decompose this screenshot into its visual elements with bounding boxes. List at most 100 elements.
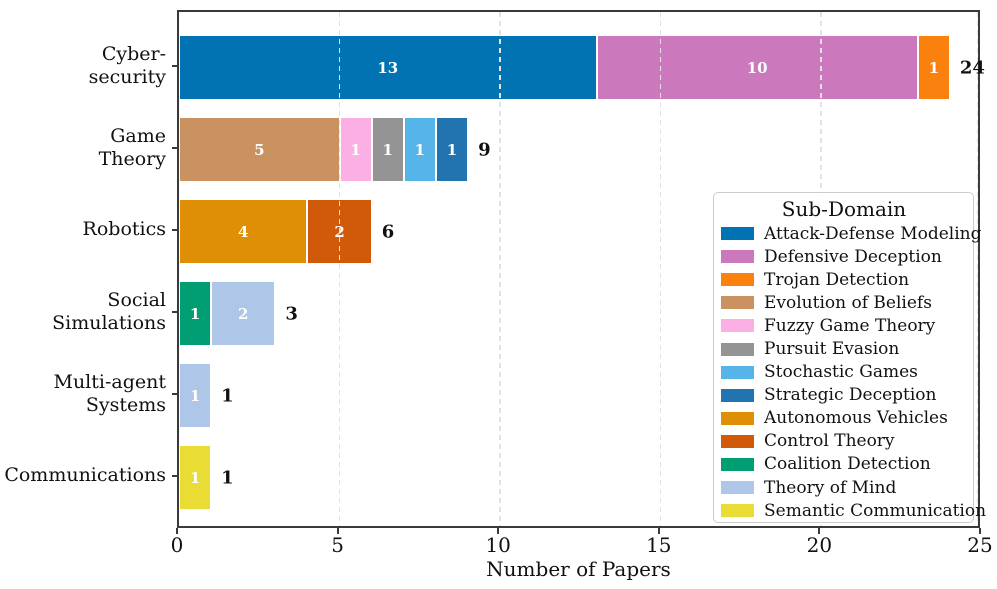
y-axis-tick — [172, 474, 177, 477]
bar-segment: 13 — [179, 35, 597, 100]
legend-item: Trojan Detection — [721, 268, 967, 291]
bar-row: 13 10 1 — [179, 35, 950, 100]
x-tick-label: 0 — [170, 533, 184, 557]
segment-value-label: 1 — [189, 304, 201, 323]
legend-item-label: Theory of Mind — [764, 477, 897, 498]
segment-value-label: 1 — [928, 58, 939, 77]
bar-row: 1 — [179, 363, 212, 428]
legend-item-label: Coalition Detection — [764, 454, 931, 475]
segment-value-label: 5 — [254, 140, 265, 159]
legend-swatch — [721, 342, 754, 356]
bar-segment: 1 — [179, 445, 212, 510]
bar-total-label: 1 — [221, 467, 234, 488]
x-tick-label: 20 — [806, 533, 833, 557]
x-axis-tick — [979, 528, 981, 534]
legend-item: Stochastic Games — [721, 361, 967, 384]
segment-value-label: 13 — [377, 58, 399, 77]
legend-item: Strategic Deception — [721, 384, 967, 407]
legend-item-label: Pursuit Evasion — [764, 339, 900, 360]
segment-value-label: 1 — [189, 386, 201, 405]
legend-swatch — [721, 481, 754, 495]
segment-value-label: 1 — [446, 140, 458, 159]
legend: Sub-Domain Attack-Defense Modeling Defens… — [713, 192, 986, 523]
segment-value-label: 1 — [350, 140, 361, 159]
legend-item-label: Strategic Deception — [764, 385, 937, 406]
legend-item-label: Evolution of Beliefs — [764, 292, 932, 313]
gridline — [976, 12, 978, 526]
legend-swatch — [721, 504, 754, 518]
gridline — [338, 12, 341, 526]
legend-item-label: Stochastic Games — [764, 362, 918, 383]
x-tick-label: 5 — [331, 533, 344, 557]
legend-swatch — [721, 457, 754, 471]
legend-item-label: Fuzzy Game Theory — [764, 315, 936, 336]
bar-segment: 2 — [211, 281, 276, 346]
legend-item: Pursuit Evasion — [721, 337, 967, 360]
y-category-label: Robotics — [82, 218, 166, 240]
legend-swatch — [721, 250, 754, 264]
legend-item-label: Autonomous Vehicles — [764, 408, 948, 429]
y-axis-tick — [172, 228, 177, 231]
legend-title: Sub-Domain — [781, 197, 907, 221]
bar-total-label: 1 — [221, 385, 234, 406]
legend-swatch — [721, 296, 754, 310]
legend-item: Control Theory — [721, 430, 967, 453]
bar-segment: 1 — [339, 117, 372, 182]
segment-value-label: 1 — [382, 140, 393, 159]
legend-swatch — [721, 227, 754, 241]
x-axis-tick — [176, 528, 178, 534]
legend-item: Defensive Deception — [721, 245, 967, 268]
legend-item: Attack-Defense Modeling — [721, 222, 982, 245]
y-category-label: Cyber-security — [88, 42, 166, 88]
segment-value-label: 10 — [746, 58, 768, 77]
y-axis-tick — [172, 392, 177, 395]
bar-segment: 1 — [403, 117, 436, 182]
legend-item-label: Trojan Detection — [764, 269, 910, 290]
x-tick-label: 10 — [485, 533, 511, 557]
x-axis-tick — [336, 528, 339, 534]
segment-value-label: 1 — [189, 468, 201, 487]
legend-item: Autonomous Vehicles — [721, 407, 967, 430]
legend-item: Theory of Mind — [721, 476, 967, 499]
y-category-label: Game Theory — [98, 124, 166, 170]
y-axis-tick — [172, 64, 177, 67]
bar-segment: 1 — [371, 117, 404, 182]
x-tick-label: 15 — [646, 533, 672, 557]
bar-segment: 1 — [435, 117, 469, 182]
bar-total-label: 3 — [285, 303, 298, 324]
legend-item-label: Control Theory — [764, 431, 895, 452]
segment-value-label: 2 — [238, 304, 249, 323]
legend-item-label: Attack-Defense Modeling — [764, 223, 982, 244]
bar-row: 1 — [179, 445, 212, 510]
legend-swatch — [721, 411, 754, 425]
bar-segment: 1 — [179, 281, 212, 346]
bar-total-label: 6 — [381, 221, 395, 242]
legend-swatch — [721, 388, 754, 402]
y-category-label: Multi-agent Systems — [53, 370, 166, 416]
legend-items: Attack-Defense Modeling Defensive Decepti… — [721, 222, 986, 522]
bar-total-label: 9 — [478, 139, 491, 160]
y-category-label: Social Simulations — [52, 288, 166, 334]
x-axis-tick — [818, 528, 821, 534]
bar-segment: 4 — [179, 199, 308, 264]
segment-value-label: 4 — [238, 222, 249, 241]
bar-total-label: 24 — [959, 57, 985, 78]
legend-swatch — [721, 365, 754, 379]
gridline — [499, 12, 501, 526]
bar-segment: 1 — [179, 363, 212, 428]
x-axis-tick — [657, 528, 660, 534]
y-axis-tick — [172, 310, 177, 313]
x-tick-label: 25 — [967, 533, 993, 557]
bar-segment: 10 — [596, 35, 918, 100]
legend-swatch — [721, 319, 754, 333]
x-axis-tick — [497, 528, 500, 534]
y-category-label: Communications — [4, 464, 166, 486]
legend-item: Semantic Communication — [721, 499, 986, 522]
gridline — [659, 12, 662, 526]
legend-item-label: Semantic Communication — [764, 500, 987, 521]
legend-swatch — [721, 434, 754, 448]
x-axis-title: Number of Papers — [486, 557, 671, 581]
legend-item-label: Defensive Deception — [764, 246, 942, 267]
legend-swatch — [721, 273, 754, 287]
